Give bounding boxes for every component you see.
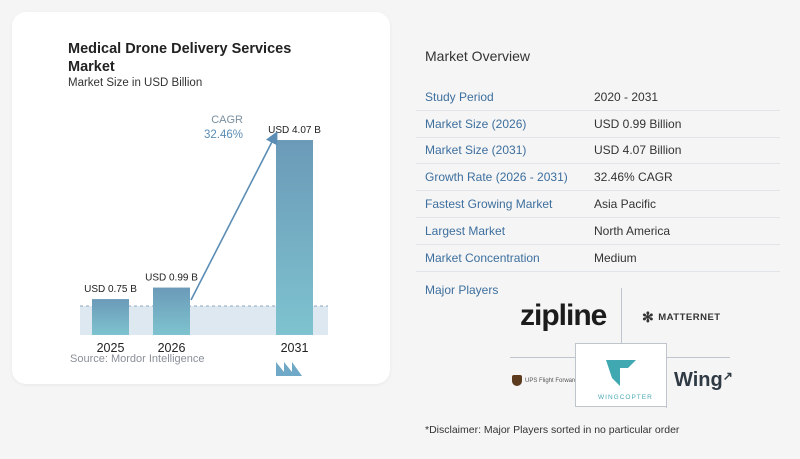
major-players-label: Major Players: [425, 283, 499, 297]
wing-icon: ↗: [722, 369, 733, 383]
zipline-logo: zipline: [520, 299, 607, 332]
x-tick-label: 2026: [158, 341, 186, 355]
table-row: Market Concentration Medium: [416, 245, 780, 272]
row-value: Asia Pacific: [594, 197, 657, 212]
row-value: 2020 - 2031: [594, 89, 659, 104]
wing-logo: Wing↗: [674, 369, 733, 392]
row-key: Fastest Growing Market: [425, 197, 553, 212]
wingcopter-label: WINGCOPTER: [598, 394, 653, 401]
chart-subtitle: Market Size in USD Billion: [68, 77, 203, 89]
bar-2031: [276, 140, 313, 335]
cagr-label: CAGR: [211, 114, 243, 126]
players-divider: [666, 357, 730, 358]
row-key: Market Concentration: [425, 250, 540, 265]
cagr-arrow: [190, 131, 278, 301]
overview-table: Study Period 2020 - 2031 Market Size (20…: [416, 84, 780, 272]
bar-2026: [153, 287, 190, 335]
table-row: Study Period 2020 - 2031: [416, 84, 780, 111]
ups-logo: UPS Flight Forward: [512, 375, 577, 386]
overview-title: Market Overview: [425, 48, 531, 64]
data-label: USD 0.99 B: [145, 273, 198, 284]
players-divider: [621, 288, 622, 344]
wingcopter-logo-box: [575, 343, 667, 407]
mordor-logo: [276, 362, 302, 376]
table-row: Fastest Growing Market Asia Pacific: [416, 191, 780, 218]
matternet-logo: ✻ MATTERNET: [642, 309, 721, 326]
row-value: 32.46% CAGR: [594, 170, 673, 185]
data-label: USD 4.07 B: [268, 125, 321, 136]
table-row: Market Size (2031) USD 4.07 Billion: [416, 138, 780, 165]
wing-label: Wing: [674, 369, 723, 391]
matternet-icon: ✻: [642, 309, 655, 325]
x-tick-label: 2025: [97, 341, 125, 355]
table-row: Market Size (2026) USD 0.99 Billion: [416, 111, 780, 138]
ups-label: UPS Flight Forward: [525, 377, 578, 384]
row-value: Medium: [594, 250, 637, 265]
players-divider: [510, 357, 576, 358]
data-label: USD 0.75 B: [84, 284, 137, 295]
disclaimer: *Disclaimer: Major Players sorted in no …: [425, 424, 680, 436]
bar-2025: [92, 299, 129, 335]
table-row: Growth Rate (2026 - 2031) 32.46% CAGR: [416, 164, 780, 192]
wingcopter-icon: [606, 360, 636, 386]
x-tick-label: 2031: [281, 341, 309, 355]
chart-title: Medical Drone Delivery Services Market: [68, 41, 292, 75]
source-note: Source: Mordor Intelligence: [70, 353, 205, 365]
row-key: Largest Market: [425, 223, 506, 238]
matternet-label: MATTERNET: [658, 312, 721, 323]
row-key: Study Period: [425, 89, 494, 104]
cagr-value: 32.46%: [204, 129, 243, 141]
table-row: Largest Market North America: [416, 218, 780, 245]
row-value: USD 0.99 Billion: [594, 116, 682, 131]
row-value: USD 4.07 Billion: [594, 143, 682, 158]
row-key: Market Size (2031): [425, 143, 527, 158]
row-key: Market Size (2026): [425, 116, 527, 131]
row-key: Growth Rate (2026 - 2031): [425, 170, 568, 185]
row-value: North America: [594, 223, 671, 238]
ups-shield-icon: [512, 375, 522, 386]
